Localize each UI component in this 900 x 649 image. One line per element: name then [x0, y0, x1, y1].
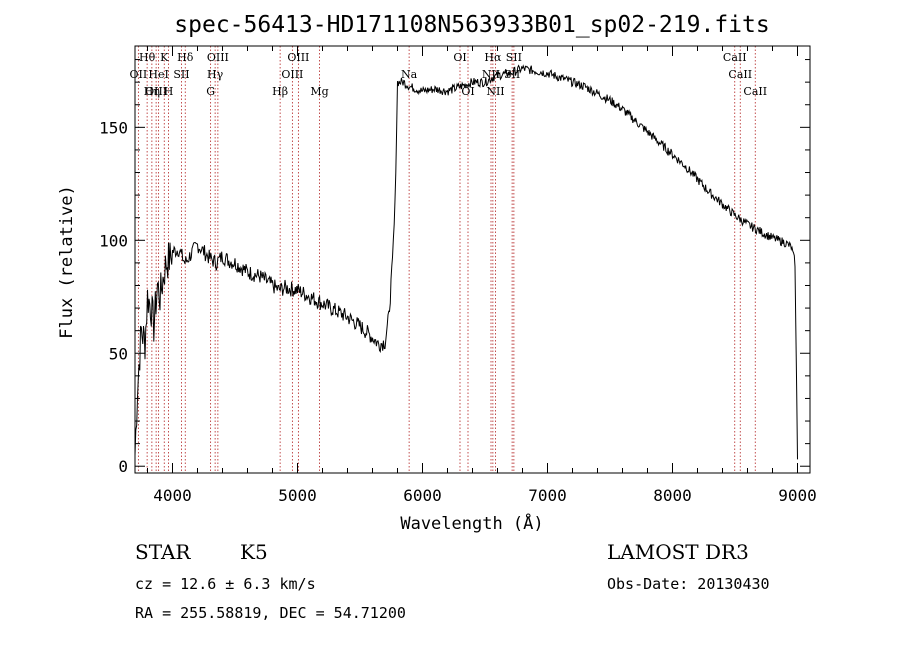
line-label: Hθ — [139, 51, 156, 64]
observation-date: Obs-Date: 20130430 — [607, 575, 770, 593]
line-label: CaII — [723, 51, 747, 64]
line-label: Hη — [144, 85, 160, 98]
y-tick-label: 100 — [99, 231, 128, 250]
line-label: G — [206, 85, 215, 98]
x-tick-label: 8000 — [653, 486, 692, 505]
spectral-line-labels: Hθ K Hδ OIII OIII OI Hα SII CaII OII HeI SII Hγ OIII N… — [130, 51, 768, 98]
line-label: OIII — [207, 51, 229, 64]
plot-frame — [134, 45, 811, 474]
y-tick-label: 0 — [118, 457, 128, 476]
spectrum-series-line — [134, 64, 798, 460]
line-label: NII — [486, 85, 504, 98]
x-tick-label: 9000 — [778, 486, 817, 505]
line-label: SII — [506, 51, 522, 64]
line-label: OIII — [145, 85, 167, 98]
redshift-readout: cz = 12.6 ± 6.3 km/s — [135, 575, 316, 593]
line-label: NII — [482, 68, 500, 81]
y-axis-ticks: 0 50 100 150 — [99, 59, 810, 476]
line-label: OIII — [281, 68, 303, 81]
line-label: SII — [173, 68, 189, 81]
survey-name: LAMOST DR3 — [607, 540, 749, 564]
object-class: STAR — [135, 540, 191, 564]
line-label: K — [160, 51, 169, 64]
line-label: Hα — [484, 51, 502, 64]
x-tick-label: 6000 — [403, 486, 442, 505]
y-tick-label: 50 — [109, 344, 128, 363]
line-label: Hδ — [177, 51, 194, 64]
y-tick-label: 150 — [99, 118, 128, 137]
spectral-subclass: K5 — [240, 540, 268, 564]
coordinates-readout: RA = 255.58819, DEC = 54.71200 — [135, 604, 406, 622]
line-label: OI — [461, 85, 474, 98]
x-axis-label: Wavelength (Å) — [400, 512, 543, 534]
y-axis-label: Flux (relative) — [57, 185, 77, 339]
x-axis-ticks: 4000 5000 6000 7000 8000 9000 — [147, 46, 817, 505]
line-label: Mg — [310, 85, 328, 98]
x-tick-label: 4000 — [153, 486, 192, 505]
x-tick-label: 5000 — [278, 486, 317, 505]
chart-title: spec-56413-HD171108N563933B01_sp02-219.f… — [174, 12, 769, 38]
line-label: OI — [453, 51, 466, 64]
spectral-line-markers — [137, 46, 756, 473]
x-tick-label: 7000 — [528, 486, 567, 505]
line-label: OII — [130, 68, 148, 81]
line-label: CaII — [728, 68, 752, 81]
line-label: CaII — [743, 85, 767, 98]
line-label: H — [164, 85, 174, 98]
line-label: Hγ — [207, 68, 224, 81]
line-label: Na — [401, 68, 418, 81]
line-label: HeI — [148, 68, 168, 81]
line-label: Hβ — [272, 85, 288, 98]
line-label: OIII — [287, 51, 309, 64]
